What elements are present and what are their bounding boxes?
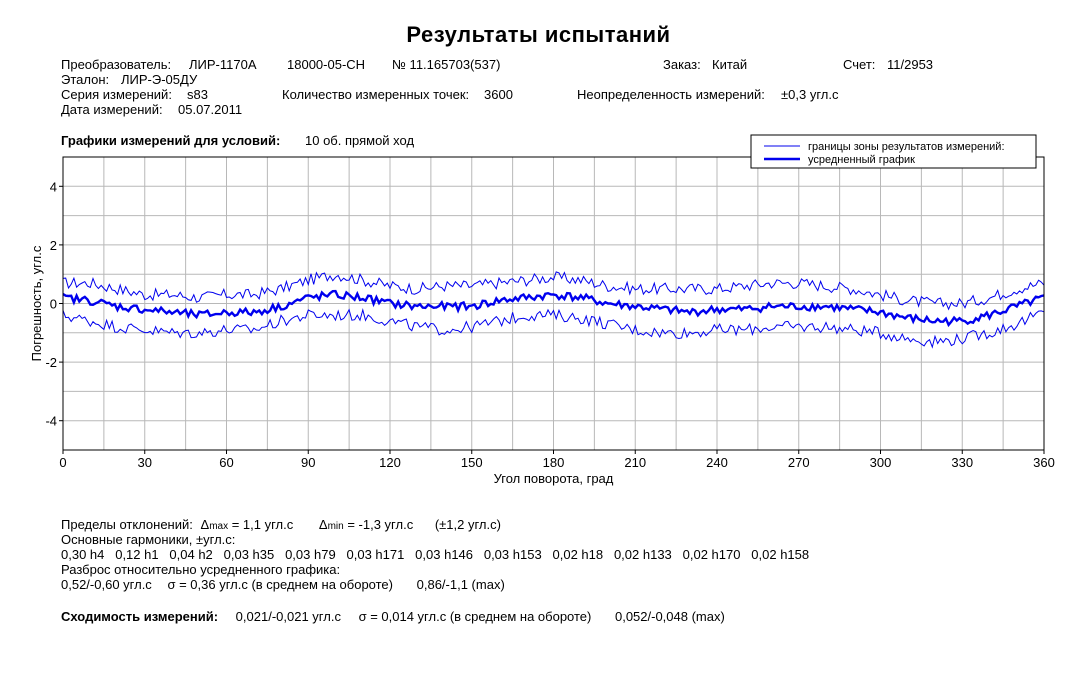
uncertainty-value: ±0,3 угл.с — [781, 87, 839, 102]
convergence-sigma: σ = 0,014 угл.с (в среднем на обороте) — [358, 609, 592, 624]
points-label: Количество измеренных точек: — [282, 87, 470, 102]
series-line — [62, 307, 1045, 349]
page-title: Результаты испытаний — [406, 22, 671, 47]
limits-label: Пределы отклонений: — [61, 517, 193, 532]
x-tick-label: 360 — [1033, 455, 1055, 470]
x-tick-label: 120 — [379, 455, 401, 470]
y-tick-label: 0 — [50, 297, 57, 312]
convergence-label: Сходимость измерений: — [61, 609, 219, 624]
delta-max-symbol: Δ — [200, 517, 210, 532]
order-value: Китай — [712, 57, 748, 72]
x-axis-label: Угол поворота, град — [494, 471, 614, 486]
spread-sigma: σ = 0,36 угл.с (в среднем на обороте) — [167, 577, 393, 592]
legend-label: границы зоны результатов измерений: — [808, 141, 1005, 153]
delta-min-value: = -1,3 угл.с — [347, 517, 414, 532]
spread-label: Разброс относительно усредненного график… — [61, 562, 341, 577]
y-tick-label: 4 — [50, 179, 57, 194]
x-tick-label: 60 — [219, 455, 233, 470]
convergence-range: 0,021/-0,021 угл.с — [235, 609, 341, 624]
converter-label: Преобразователь: — [61, 57, 172, 72]
x-tick-label: 0 — [59, 455, 66, 470]
series-label: Серия измерений: — [61, 87, 172, 102]
limits-total: (±1,2 угл.с) — [434, 517, 501, 532]
converter-model: ЛИР-1170А — [189, 57, 257, 72]
limits-line: Пределы отклонений: Δmax = 1,1 угл.с Δmi… — [61, 517, 501, 532]
series-value: s83 — [187, 87, 208, 102]
x-tick-label: 150 — [461, 455, 483, 470]
convergence-max: 0,052/-0,048 (max) — [614, 609, 725, 624]
harmonics-label: Основные гармоники, ±угл.с: — [61, 532, 236, 547]
account-label: Счет: — [843, 57, 876, 72]
y-axis-label: Погрешность, угл.с — [29, 245, 44, 361]
converter-code: 18000-05-СН — [287, 57, 366, 72]
y-tick-label: -4 — [45, 414, 57, 429]
x-tick-label: 210 — [624, 455, 646, 470]
uncertainty-label: Неопределенность измерений: — [577, 87, 765, 102]
chart-legend: границы зоны результатов измерений:усред… — [750, 134, 1037, 169]
reference-value: ЛИР-Э-05ДУ — [121, 72, 198, 87]
x-tick-label: 180 — [543, 455, 565, 470]
spread-range: 0,52/-0,60 угл.с — [61, 577, 152, 592]
series-line — [62, 289, 1045, 328]
points-value: 3600 — [484, 87, 513, 102]
x-tick-label: 240 — [706, 455, 728, 470]
x-tick-label: 300 — [870, 455, 892, 470]
spread-line: 0,52/-0,60 угл.с σ = 0,36 угл.с (в средн… — [61, 577, 505, 592]
delta-min-symbol: Δ — [318, 517, 328, 532]
date-value: 05.07.2011 — [178, 102, 243, 117]
date-label: Дата измерений: — [61, 102, 163, 117]
x-tick-label: 30 — [138, 455, 152, 470]
legend-box — [750, 134, 1037, 169]
conditions-value: 10 об. прямой ход — [305, 133, 415, 148]
delta-max-sub: max — [209, 521, 229, 532]
reference-label: Эталон: — [61, 72, 110, 87]
x-tick-label: 330 — [951, 455, 973, 470]
chart-grid — [63, 157, 1044, 450]
delta-min-sub: min — [327, 521, 344, 532]
account-value: 11/2953 — [887, 57, 934, 72]
y-tick-label: 2 — [50, 238, 57, 253]
order-label: Заказ: — [663, 57, 701, 72]
converter-number: № 11.165703(537) — [392, 57, 501, 72]
harmonics-list: 0,30 h4 0,12 h1 0,04 h2 0,03 h35 0,03 h7… — [61, 547, 810, 562]
series-line — [62, 271, 1045, 311]
y-tick-label: -2 — [45, 355, 57, 370]
legend-label: усредненный график — [808, 154, 915, 166]
x-tick-label: 270 — [788, 455, 810, 470]
chart-ticks: 0 30 60 90 120 150 180 210 240 270 300 330 360 4 2 0 -2 -… — [45, 179, 1054, 470]
x-tick-label: 90 — [301, 455, 315, 470]
delta-max-value: = 1,1 угл.с — [231, 517, 294, 532]
spread-max: 0,86/-1,1 (max) — [416, 577, 505, 592]
conditions-label: Графики измерений для условий: — [61, 133, 281, 148]
chart-series — [62, 271, 1045, 349]
convergence-line: Сходимость измерений: 0,021/-0,021 угл.с… — [61, 609, 725, 624]
